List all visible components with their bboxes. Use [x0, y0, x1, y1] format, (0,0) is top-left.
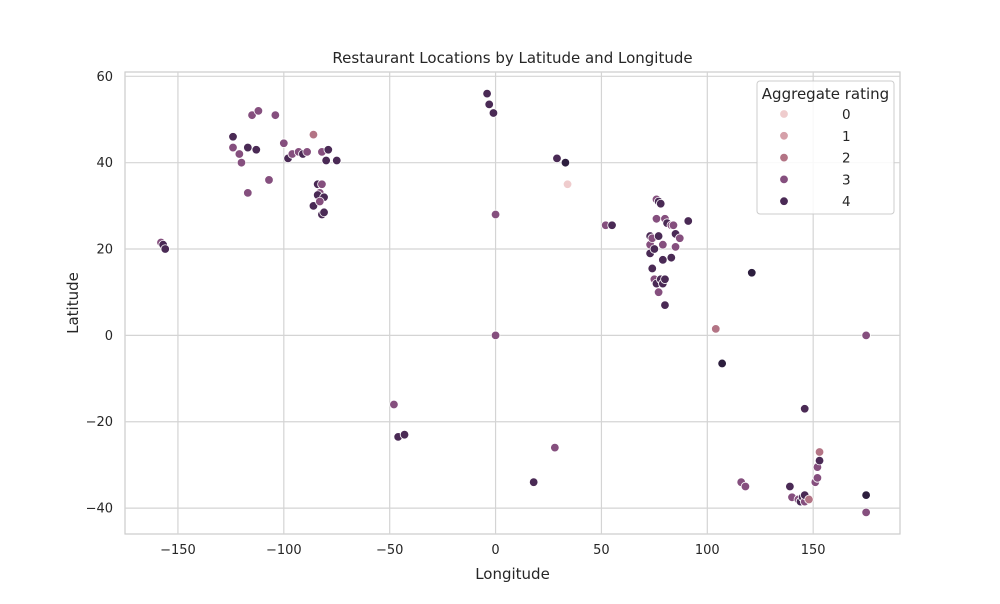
- data-point: [666, 252, 677, 263]
- data-point: [315, 196, 325, 207]
- data-point: [160, 244, 170, 254]
- data-point: [317, 179, 327, 189]
- data-point: [658, 255, 668, 265]
- data-point: [656, 198, 666, 209]
- legend-label: 2: [842, 151, 851, 167]
- x-tick-label: −50: [376, 543, 403, 558]
- data-point: [243, 142, 253, 153]
- data-point: [668, 220, 679, 230]
- data-point: [651, 214, 662, 224]
- data-point: [332, 155, 342, 166]
- data-point: [804, 494, 814, 505]
- data-point: [861, 330, 871, 341]
- data-points: [156, 88, 871, 518]
- y-tick-label: −20: [86, 415, 113, 430]
- data-point: [607, 220, 617, 230]
- data-point: [814, 455, 825, 466]
- data-point: [319, 207, 329, 218]
- data-point: [861, 490, 871, 500]
- x-tick-label: 100: [695, 543, 720, 558]
- data-point: [389, 399, 399, 410]
- data-point: [264, 175, 274, 185]
- data-point: [490, 330, 501, 341]
- y-tick-label: 20: [96, 243, 113, 258]
- legend-label: 4: [842, 194, 851, 210]
- grid-lines: [125, 72, 900, 534]
- legend-label: 1: [842, 129, 851, 145]
- legend-box: [756, 80, 895, 215]
- data-point: [484, 99, 494, 110]
- x-tick-label: −100: [266, 543, 302, 558]
- x-tick-label: 150: [801, 543, 826, 558]
- y-tick-label: 60: [96, 70, 113, 85]
- data-point: [251, 145, 261, 155]
- data-point: [482, 88, 492, 99]
- data-point: [649, 244, 660, 254]
- data-point: [861, 507, 871, 518]
- data-point: [323, 145, 333, 155]
- data-point: [670, 242, 681, 252]
- data-point: [308, 129, 319, 140]
- data-point: [302, 147, 312, 157]
- y-axis-label: Latitude: [64, 272, 82, 334]
- y-tick-label: 40: [96, 156, 113, 171]
- data-point: [660, 300, 670, 310]
- y-tick-label: −40: [86, 502, 113, 517]
- data-point: [740, 481, 751, 492]
- legend: Aggregate rating 0 1 2 3 4: [756, 80, 895, 215]
- data-point: [711, 324, 721, 334]
- data-point: [717, 358, 727, 369]
- data-point: [228, 142, 238, 153]
- tick-labels: −150 −100 −50 0 50 100 150 −40 −20 0 20 40 60: [86, 70, 826, 558]
- data-point: [550, 442, 560, 453]
- data-point: [562, 179, 573, 189]
- chart-title: Restaurant Locations by Latitude and Lon…: [332, 49, 692, 67]
- data-point: [488, 108, 499, 118]
- data-point: [785, 481, 795, 492]
- data-point: [658, 240, 668, 250]
- data-point: [560, 157, 571, 168]
- data-point: [812, 473, 823, 483]
- y-tick-label: 0: [105, 329, 113, 344]
- data-point: [660, 274, 670, 284]
- data-point: [279, 138, 289, 148]
- legend-marker: [779, 196, 789, 206]
- data-point: [683, 216, 693, 226]
- legend-marker: [779, 131, 789, 141]
- data-point: [814, 447, 825, 457]
- data-point: [234, 149, 245, 159]
- data-point: [228, 132, 238, 142]
- data-point: [653, 231, 664, 241]
- legend-title: Aggregate rating: [762, 85, 889, 103]
- x-tick-label: 50: [593, 543, 610, 558]
- data-point: [653, 287, 664, 297]
- legend-label: 3: [842, 172, 851, 188]
- data-point: [236, 157, 247, 168]
- data-point: [321, 155, 331, 166]
- data-point: [552, 153, 562, 164]
- data-point: [675, 233, 685, 243]
- data-point: [528, 477, 539, 487]
- x-axis-label: Longitude: [475, 565, 550, 583]
- data-point: [243, 188, 253, 198]
- data-point: [647, 263, 657, 274]
- legend-entries: 0 1 2 3 4: [779, 107, 851, 210]
- data-point: [490, 209, 501, 220]
- data-point: [399, 429, 410, 440]
- legend-marker: [779, 109, 789, 119]
- data-point: [308, 201, 319, 211]
- x-tick-label: −150: [160, 543, 196, 558]
- legend-label: 0: [842, 107, 851, 123]
- x-tick-label: 0: [491, 543, 499, 558]
- legend-marker: [779, 152, 789, 163]
- legend-marker: [779, 174, 789, 185]
- data-point: [747, 268, 757, 278]
- data-point: [253, 106, 264, 116]
- data-point: [270, 110, 281, 120]
- data-point: [247, 110, 257, 120]
- data-point: [800, 404, 810, 414]
